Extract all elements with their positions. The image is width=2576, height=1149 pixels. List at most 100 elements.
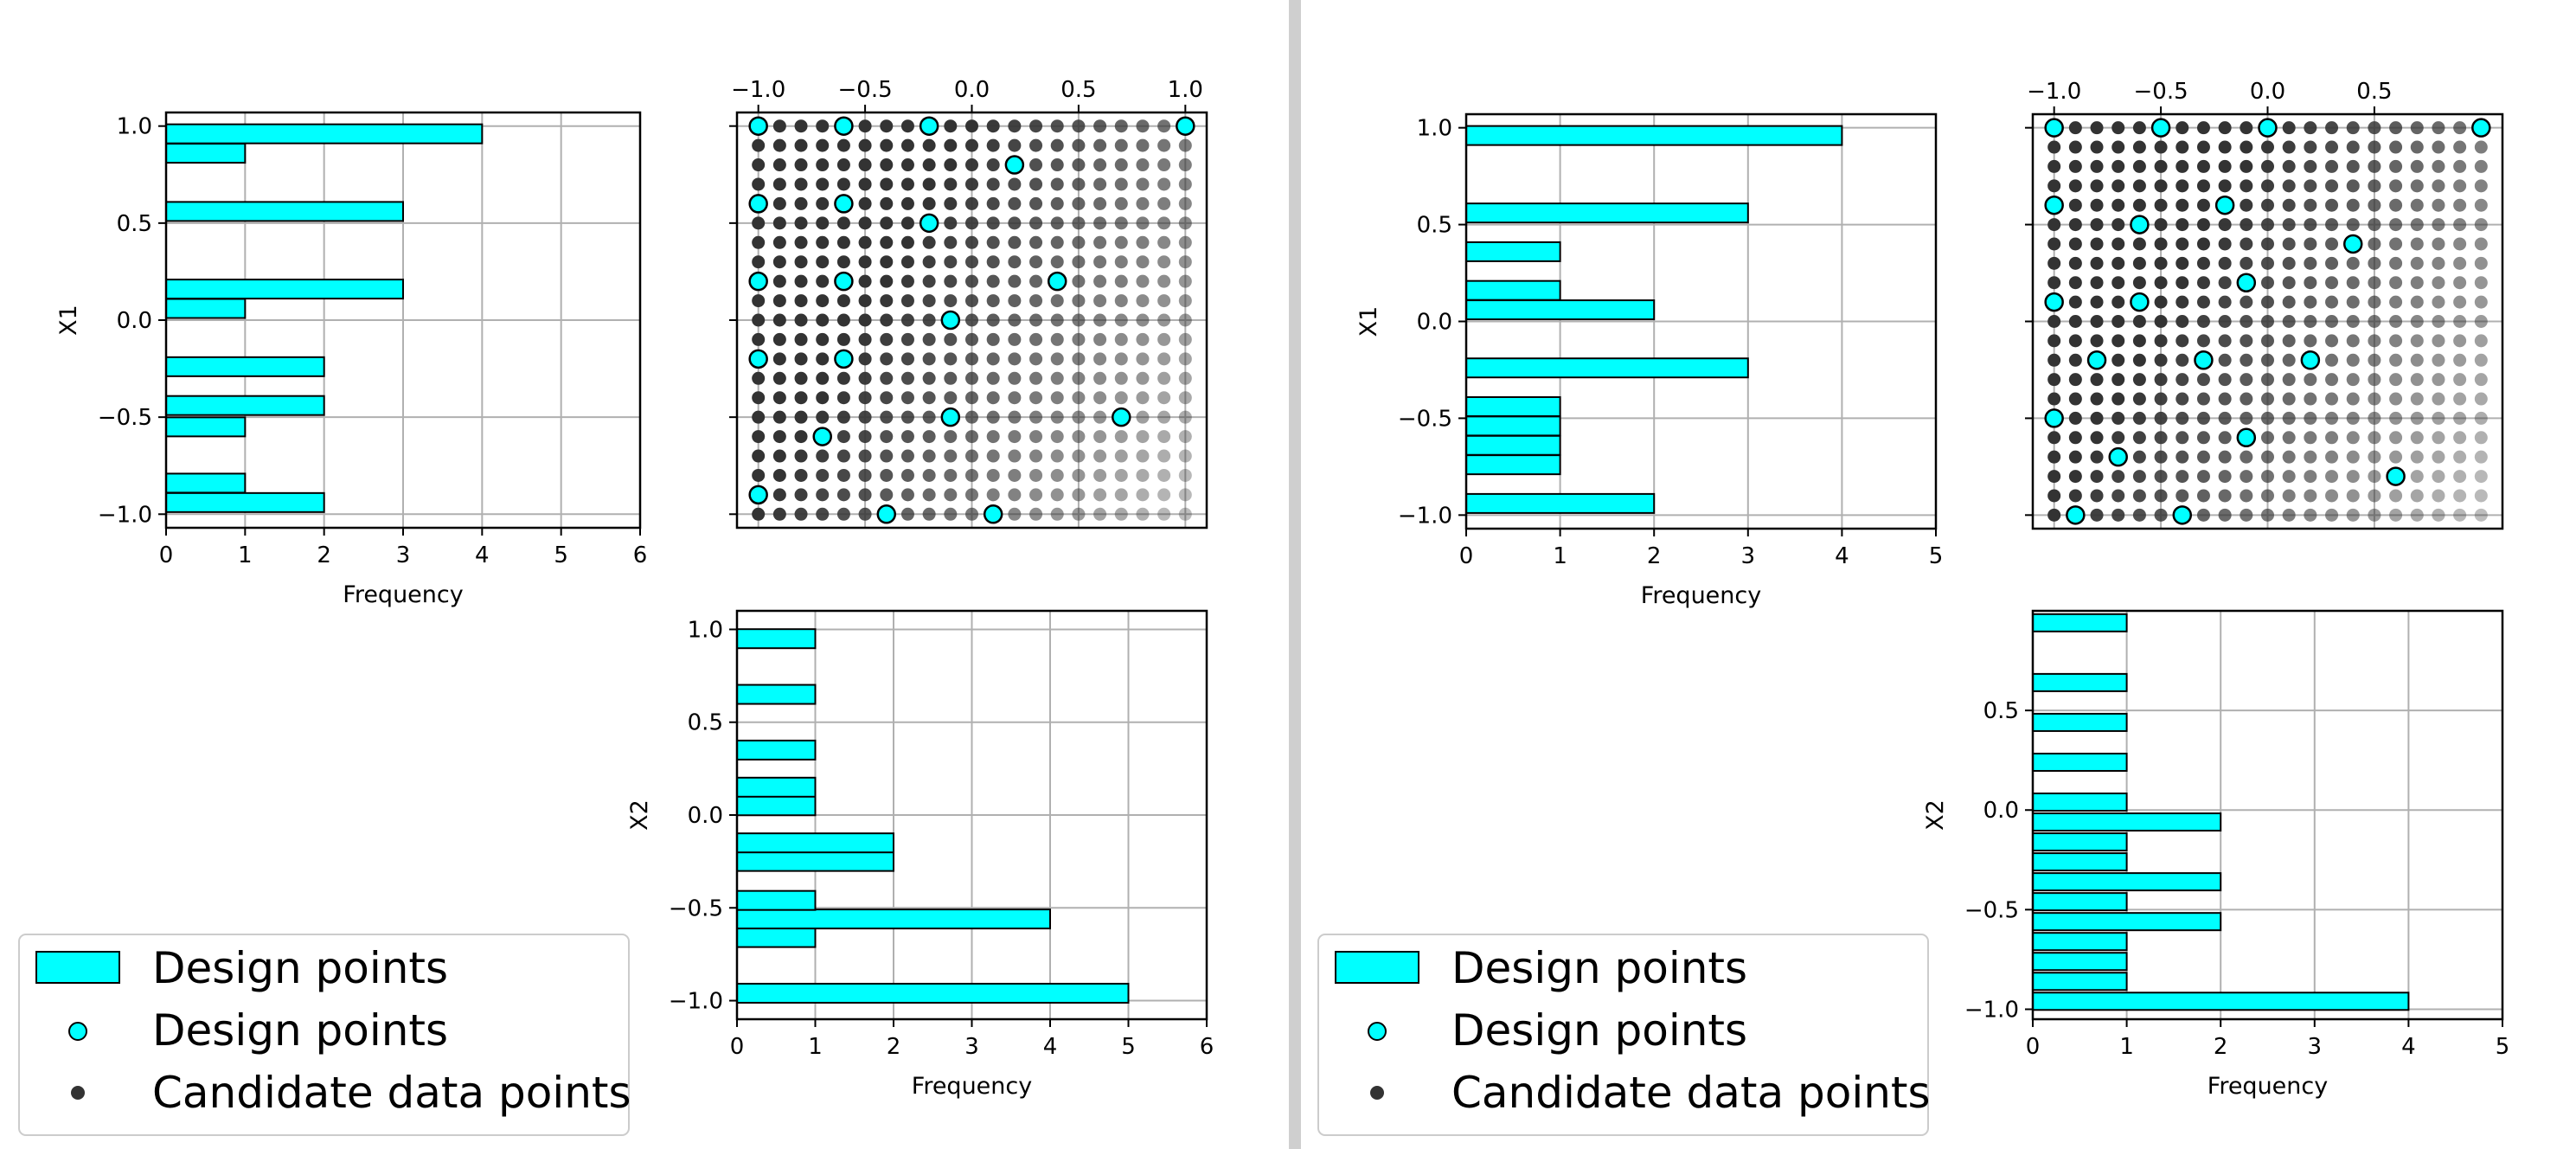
tick-label-x: 2 bbox=[1647, 543, 1662, 569]
candidate-point bbox=[2346, 295, 2360, 309]
tick-label-y: 0.5 bbox=[1417, 213, 1452, 239]
candidate-point bbox=[2368, 353, 2381, 367]
design-point bbox=[983, 504, 1003, 524]
candidate-point bbox=[2176, 276, 2189, 290]
candidate-point bbox=[965, 196, 978, 210]
candidate-point bbox=[2154, 140, 2168, 154]
candidate-point bbox=[2068, 353, 2082, 367]
candidate-point bbox=[858, 274, 872, 288]
candidate-point bbox=[2304, 392, 2317, 406]
candidate-point bbox=[2068, 237, 2082, 251]
candidate-point bbox=[2474, 315, 2488, 328]
tick-label-x: 2 bbox=[317, 542, 331, 568]
candidate-point bbox=[2282, 508, 2296, 522]
candidate-point bbox=[880, 410, 894, 424]
candidate-point bbox=[2282, 334, 2296, 348]
candidate-point bbox=[2410, 295, 2424, 309]
candidate-point bbox=[922, 410, 936, 424]
histogram-bar bbox=[1465, 299, 1656, 321]
candidate-point bbox=[794, 352, 808, 366]
candidate-point bbox=[772, 391, 786, 405]
candidate-point bbox=[1157, 507, 1171, 521]
candidate-point bbox=[794, 255, 808, 269]
candidate-point bbox=[2240, 315, 2253, 328]
tick-label-x: 1 bbox=[238, 542, 253, 568]
candidate-point bbox=[1093, 352, 1107, 366]
candidate-point bbox=[2432, 470, 2445, 484]
histogram-bar bbox=[2032, 952, 2128, 972]
tick-label-x: 0 bbox=[2026, 1034, 2041, 1060]
tick-label-x: 3 bbox=[1741, 543, 1756, 569]
candidate-point bbox=[1093, 488, 1107, 502]
candidate-point bbox=[2368, 450, 2381, 464]
histogram-bar bbox=[1465, 357, 1749, 379]
candidate-point bbox=[944, 158, 958, 172]
candidate-point bbox=[1157, 391, 1171, 405]
candidate-point bbox=[2218, 411, 2232, 425]
candidate-point bbox=[2176, 295, 2189, 309]
candidate-point bbox=[2325, 470, 2339, 484]
candidate-point bbox=[2453, 315, 2467, 328]
design-point bbox=[2342, 234, 2363, 254]
candidate-point bbox=[1072, 468, 1086, 482]
candidate-point bbox=[986, 332, 1000, 346]
candidate-point bbox=[1093, 332, 1107, 346]
candidate-point bbox=[2068, 450, 2082, 464]
candidate-point bbox=[986, 468, 1000, 482]
candidate-point bbox=[2304, 276, 2317, 290]
candidate-point bbox=[752, 468, 766, 482]
plot-frame bbox=[735, 609, 1208, 1021]
candidate-point bbox=[1072, 391, 1086, 405]
legend-label-design-scatter: Design points bbox=[1451, 1005, 1747, 1056]
tick-label-x: 5 bbox=[1929, 543, 1944, 569]
candidate-point bbox=[816, 410, 830, 424]
tick-label-x: 0 bbox=[159, 542, 174, 568]
candidate-point bbox=[1029, 255, 1043, 269]
candidate-point bbox=[1050, 177, 1064, 191]
candidate-point bbox=[2474, 450, 2488, 464]
candidate-point bbox=[2196, 140, 2210, 154]
candidate-point bbox=[2047, 373, 2061, 387]
candidate-point bbox=[1072, 507, 1086, 521]
candidate-point bbox=[2325, 198, 2339, 212]
candidate-point bbox=[2368, 431, 2381, 445]
candidate-point bbox=[2154, 256, 2168, 270]
candidate-point bbox=[2325, 295, 2339, 309]
candidate-point bbox=[858, 410, 872, 424]
candidate-point bbox=[2389, 218, 2403, 232]
candidate-point bbox=[1050, 235, 1064, 249]
candidate-point bbox=[2282, 489, 2296, 503]
candidate-point bbox=[1136, 352, 1150, 366]
candidate-point bbox=[2368, 411, 2381, 425]
axis-label-y: X2 bbox=[1922, 799, 1949, 831]
candidate-point bbox=[880, 235, 894, 249]
candidate-point bbox=[2410, 334, 2424, 348]
candidate-point bbox=[2176, 411, 2189, 425]
candidate-point bbox=[1008, 449, 1022, 463]
candidate-point bbox=[2325, 508, 2339, 522]
candidate-point bbox=[900, 332, 914, 346]
histogram-bar bbox=[165, 356, 325, 377]
candidate-point bbox=[2154, 353, 2168, 367]
design-point bbox=[940, 310, 961, 331]
candidate-point bbox=[1050, 216, 1064, 230]
candidate-point bbox=[2111, 140, 2125, 154]
candidate-point bbox=[2389, 295, 2403, 309]
tick-label-y: 0.5 bbox=[1983, 698, 2019, 724]
candidate-point bbox=[2068, 218, 2082, 232]
candidate-point bbox=[1093, 158, 1107, 172]
candidate-point bbox=[1093, 371, 1107, 385]
candidate-point bbox=[2474, 489, 2488, 503]
candidate-point bbox=[1157, 430, 1171, 444]
design-point bbox=[919, 213, 939, 234]
candidate-point bbox=[880, 449, 894, 463]
candidate-point bbox=[2196, 237, 2210, 251]
candidate-point bbox=[752, 449, 766, 463]
candidate-point bbox=[2068, 315, 2082, 328]
candidate-point bbox=[986, 488, 1000, 502]
candidate-point bbox=[900, 430, 914, 444]
candidate-point bbox=[2368, 159, 2381, 173]
candidate-point bbox=[1008, 255, 1022, 269]
candidate-point bbox=[1008, 313, 1022, 327]
candidate-point bbox=[2282, 218, 2296, 232]
